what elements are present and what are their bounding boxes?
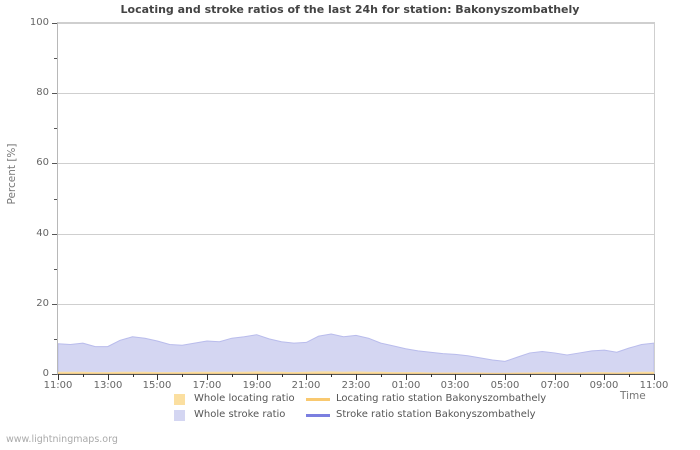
y-axis-tick-minor [54, 338, 57, 340]
x-axis-tick-label: 11:00 [639, 380, 669, 391]
x-axis-tick-major [58, 374, 59, 380]
y-axis-tick-label: 80 [36, 87, 49, 99]
x-axis-tick-major [257, 374, 258, 380]
x-axis-tick-minor [431, 374, 432, 377]
whole-stroke-ratio-area [58, 333, 654, 374]
y-axis-tick-label: 20 [36, 297, 49, 309]
y-axis-tick-label: 60 [36, 157, 49, 169]
plot-area [57, 22, 655, 375]
y-axis-tick-label: 0 [42, 368, 49, 379]
x-axis-tick-minor [282, 374, 283, 377]
y-axis-tick-minor [54, 268, 57, 270]
x-axis-tick-major [505, 374, 506, 380]
x-axis-tick-minor [232, 374, 233, 377]
y-axis-tick-minor [54, 128, 57, 130]
x-axis-tick-label: 15:00 [142, 380, 172, 391]
x-axis-tick-minor [331, 374, 332, 377]
series-layer [58, 333, 654, 374]
y-axis-tick-major [52, 23, 57, 24]
x-axis-tick-minor [381, 374, 382, 377]
x-axis-tick-major [555, 374, 556, 380]
x-axis-tick-label: 07:00 [540, 380, 570, 391]
x-axis-label: Time [620, 390, 646, 402]
legend-color-swatch [174, 394, 185, 405]
y-axis-tick-label: 100 [29, 17, 49, 28]
legend-label: Whole locating ratio [194, 393, 295, 404]
x-axis-tick-label: 21:00 [291, 380, 321, 391]
x-axis-tick-major [356, 374, 357, 380]
x-axis-tick-label: 13:00 [93, 380, 123, 391]
x-axis-tick-major [157, 374, 158, 380]
gridline [58, 23, 654, 24]
x-axis-tick-major [406, 374, 407, 380]
gridline [58, 304, 654, 305]
x-axis-tick-minor [629, 374, 630, 377]
chart-legend: Whole locating ratio Whole stroke ratio Lo… [0, 392, 700, 424]
legend-label: Locating ratio station Bakonyszombathely [336, 393, 547, 404]
gridline [58, 93, 654, 94]
x-axis-tick-label: 17:00 [192, 380, 222, 391]
y-axis-tick-minor [54, 198, 57, 200]
x-axis-tick-minor [182, 374, 183, 377]
x-axis-tick-minor [530, 374, 531, 377]
x-axis-tick-major [306, 374, 307, 380]
x-axis-tick-label: 23:00 [341, 380, 371, 391]
x-axis-tick-major [455, 374, 456, 380]
legend-label: Whole stroke ratio [194, 409, 286, 420]
x-axis-tick-label: 19:00 [242, 380, 272, 391]
x-axis-tick-major [604, 374, 605, 380]
y-axis-tick-major [52, 93, 57, 95]
x-axis-tick-label: 03:00 [440, 380, 470, 391]
x-axis-tick-label: 05:00 [490, 380, 520, 391]
chart-title: Locating and stroke ratios of the last 2… [120, 3, 580, 16]
watermark: www.lightningmaps.org [6, 434, 118, 445]
x-axis-tick-label: 09:00 [589, 380, 619, 391]
legend-color-swatch [174, 410, 185, 421]
y-axis-tick-major [52, 233, 57, 235]
x-axis-tick-major [108, 374, 109, 380]
y-axis-label: Percent [%] [6, 143, 18, 205]
y-axis-tick-label: 40 [36, 227, 49, 239]
gridline [58, 163, 654, 164]
legend-label: Stroke ratio station Bakonyszombathely [336, 409, 536, 420]
legend-line-marker [306, 414, 330, 417]
x-axis-tick-major [654, 374, 655, 380]
x-axis-tick-minor [480, 374, 481, 377]
y-axis-tick-major [52, 374, 57, 375]
x-axis-tick-minor [83, 374, 84, 377]
y-axis-tick-minor [54, 58, 57, 60]
x-axis-tick-minor [580, 374, 581, 377]
gridline [58, 234, 654, 235]
x-axis-tick-label: 11:00 [43, 380, 73, 391]
y-axis-tick-major [52, 163, 57, 165]
x-axis-tick-minor [133, 374, 134, 377]
x-axis-tick-label: 01:00 [391, 380, 421, 391]
legend-line-marker [306, 398, 330, 401]
y-axis-tick-major [52, 303, 57, 305]
x-axis-tick-major [207, 374, 208, 380]
